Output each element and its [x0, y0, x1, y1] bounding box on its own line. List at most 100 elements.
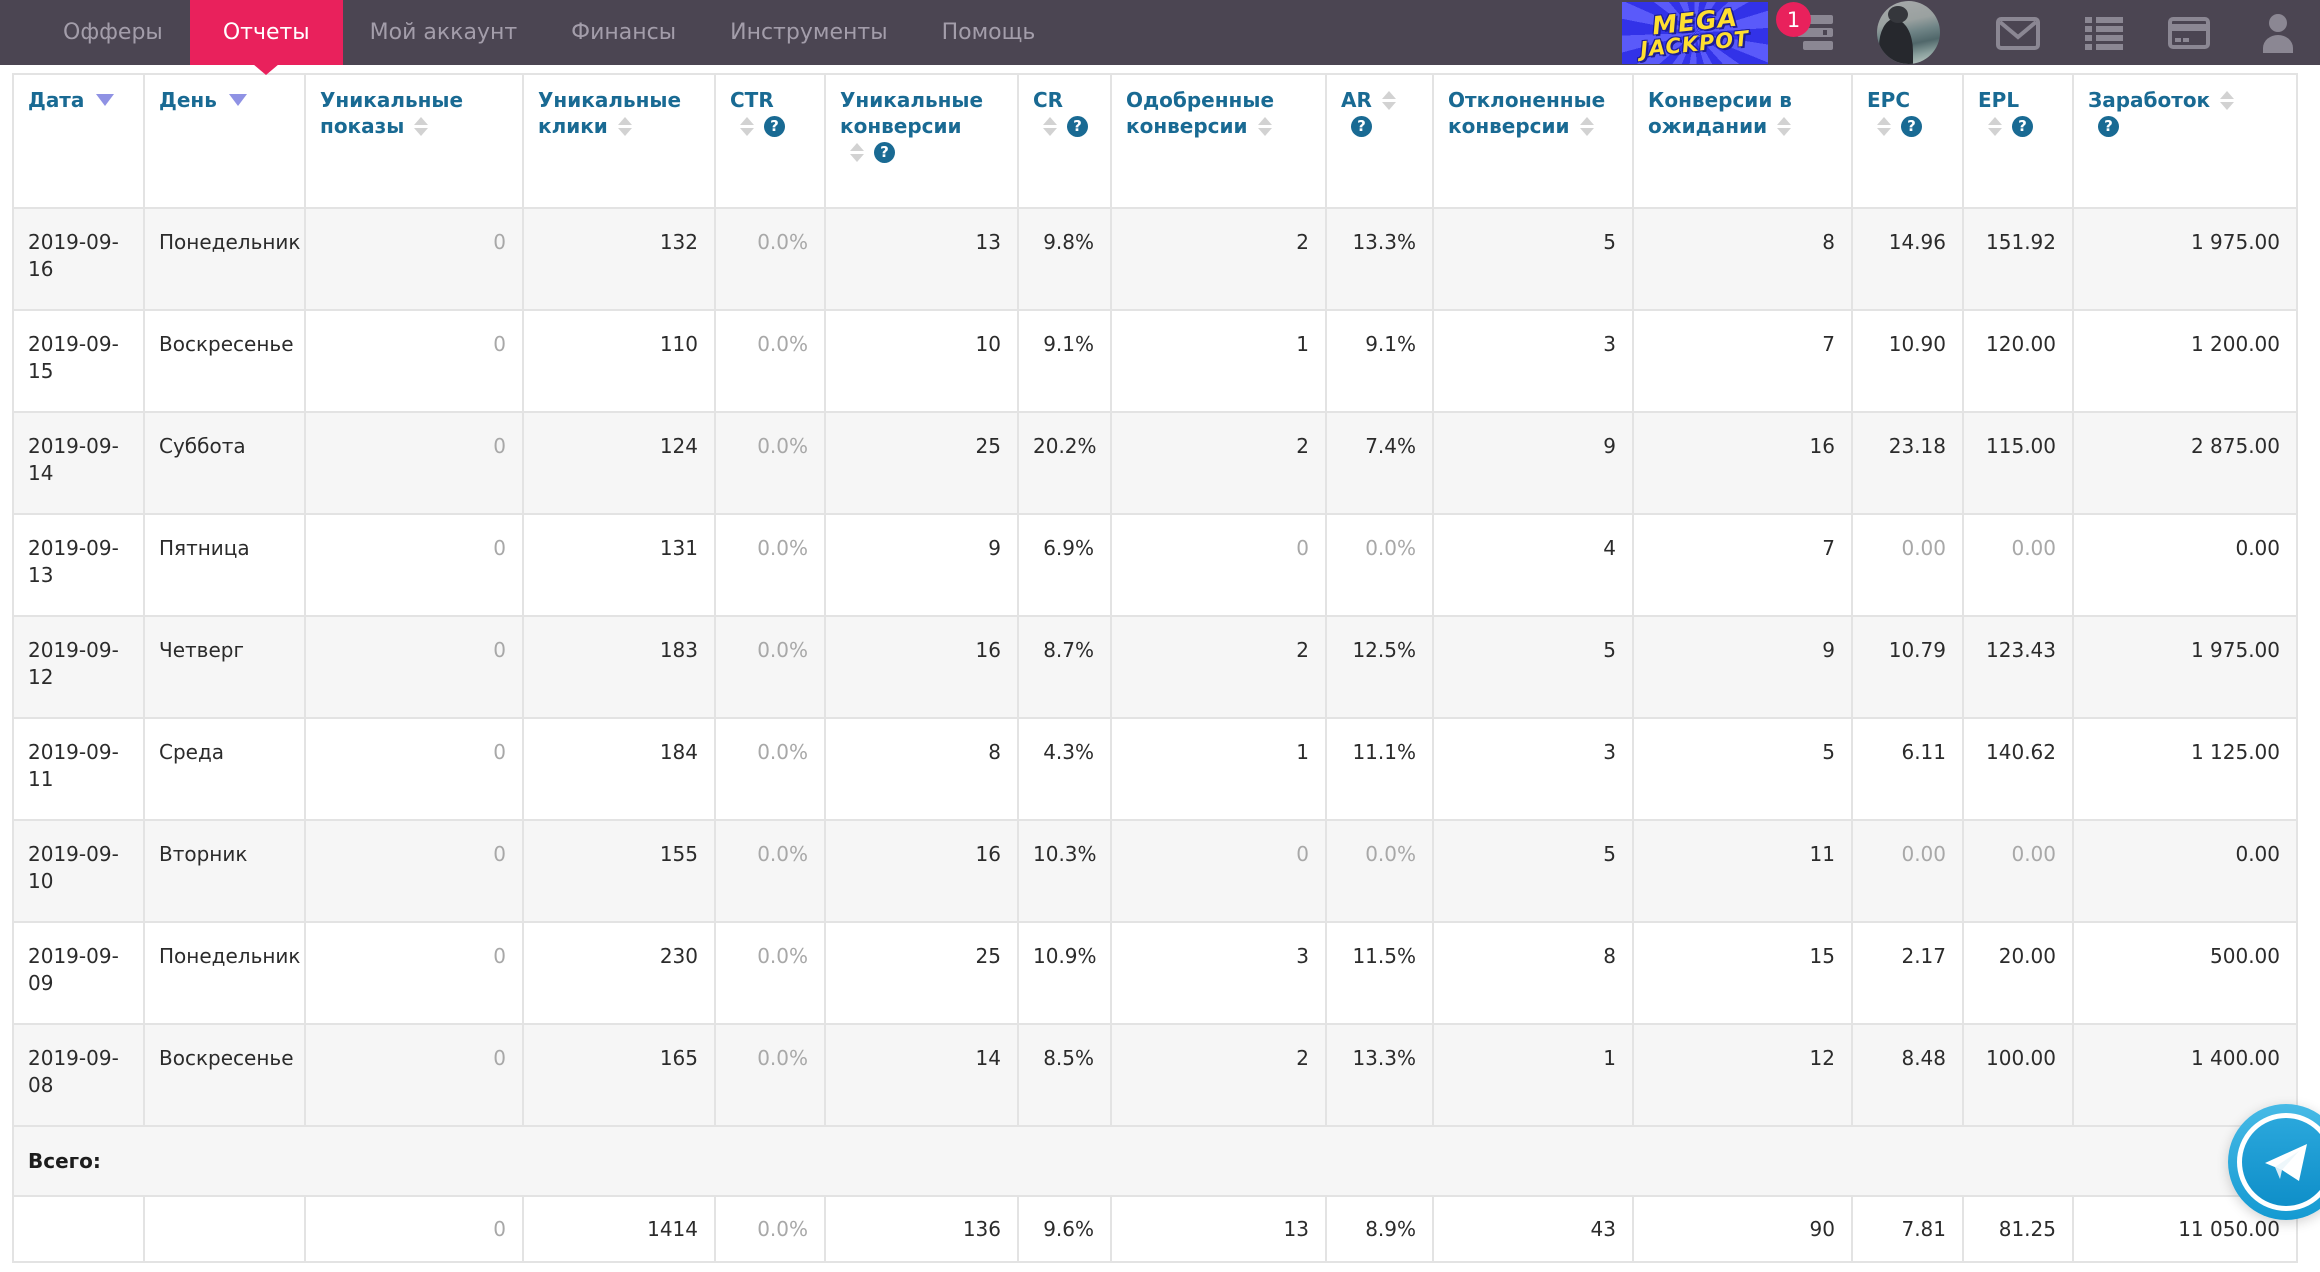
nav-tab-reports[interactable]: Отчеты	[189, 0, 343, 75]
cell-earnings: 1 125.00	[2072, 717, 2298, 821]
cell-unique-clicks: 1414	[522, 1195, 716, 1263]
cell-unique-conversions: 10	[824, 309, 1019, 413]
cell-ar: 13.3%	[1325, 207, 1434, 311]
column-header-unique-clicks[interactable]: Уникальные клики	[522, 73, 716, 209]
sort-up-arrow	[1777, 116, 1792, 125]
cell-ctr: 0.0%	[714, 309, 826, 413]
cell-epc: 10.79	[1851, 615, 1964, 719]
sort-icon	[414, 116, 429, 136]
column-title: конверсии	[840, 114, 962, 138]
cell-epl: 0.00	[1962, 819, 2074, 923]
column-header-ar[interactable]: AR?	[1325, 73, 1434, 209]
cell-pending-conversions: 9	[1632, 615, 1853, 719]
column-header-rejected-conversions[interactable]: Отклоненные конверсии	[1432, 73, 1634, 209]
column-header-unique-conversions[interactable]: Уникальные конверсии?	[824, 73, 1019, 209]
nav-tab-offers[interactable]: Офферы	[36, 0, 190, 65]
cell-approved-conversions: 13	[1110, 1195, 1327, 1263]
column-header-unique-impressions[interactable]: Уникальные показы	[304, 73, 524, 209]
cell-cr: 8.5%	[1017, 1023, 1112, 1127]
header-line: Заработок	[2088, 87, 2286, 113]
sort-up-arrow	[1579, 116, 1594, 125]
sort-up-arrow	[850, 142, 864, 151]
nav-tab-tools[interactable]: Инструменты	[703, 0, 914, 65]
column-title: конверсии	[1448, 114, 1570, 138]
help-icon[interactable]: ?	[2012, 115, 2033, 137]
header-line: ?	[730, 113, 814, 139]
cell-approved-conversions: 0	[1110, 819, 1327, 923]
sort-icon	[617, 116, 632, 136]
cell-unique-impressions: 0	[304, 615, 524, 719]
column-header-epl[interactable]: EPL?	[1962, 73, 2074, 209]
telegram-button[interactable]	[2228, 1104, 2320, 1220]
nav-tab-my-account[interactable]: Мой аккаунт	[343, 0, 545, 65]
cell-approved-conversions: 2	[1110, 1023, 1327, 1127]
cell-epc: 14.96	[1851, 207, 1964, 311]
mail-icon[interactable]	[1996, 17, 2040, 50]
help-icon[interactable]: ?	[2098, 115, 2119, 137]
column-header-ctr[interactable]: CTR?	[714, 73, 826, 209]
sort-icon	[1877, 116, 1891, 136]
cell-cr: 8.7%	[1017, 615, 1112, 719]
table-row: 2019-09-16 Понедельник 0 132 0.0% 13 9.8% 2 13.3…	[12, 207, 2298, 311]
cell-unique-conversions: 25	[824, 411, 1019, 515]
help-icon[interactable]: ?	[1901, 115, 1922, 137]
help-icon[interactable]: ?	[874, 141, 895, 163]
column-title: ожидании	[1648, 114, 1768, 138]
cell-rejected-conversions: 5	[1432, 615, 1634, 719]
cell-pending-conversions: 7	[1632, 513, 1853, 617]
sort-up-arrow	[617, 116, 632, 125]
column-header-date[interactable]: Дата	[12, 73, 145, 209]
cell-earnings: 0.00	[2072, 513, 2298, 617]
cell-day: Пятница	[143, 513, 306, 617]
sort-down-arrow	[1043, 127, 1057, 136]
help-icon[interactable]: ?	[1351, 115, 1372, 137]
column-title: Конверсии в	[1648, 88, 1792, 112]
cell-earnings: 500.00	[2072, 921, 2298, 1025]
notification-badge[interactable]: 1	[1776, 2, 1811, 37]
sort-up-arrow	[2220, 90, 2235, 99]
column-header-day[interactable]: День	[143, 73, 306, 209]
cell-unique-impressions: 0	[304, 309, 524, 413]
mega-jackpot-banner[interactable]: MEGA JACKPOT	[1622, 2, 1768, 64]
cell-epc: 0.00	[1851, 819, 1964, 923]
nav-tab-label: Офферы	[63, 20, 163, 45]
cell-cr: 6.9%	[1017, 513, 1112, 617]
sort-icon	[1381, 90, 1396, 110]
column-header-epc[interactable]: EPC?	[1851, 73, 1964, 209]
header-line: ?	[1033, 113, 1100, 139]
table-row: 2019-09-15 Воскресенье 0 110 0.0% 10 9.1% 1 9.1%…	[12, 309, 2298, 413]
nav-tab-label: Отчеты	[222, 20, 310, 45]
user-avatar[interactable]	[1877, 1, 1940, 64]
cell-epl: 123.43	[1962, 615, 2074, 719]
cell-epc: 0.00	[1851, 513, 1964, 617]
column-title: Уникальные	[538, 88, 682, 112]
cell-pending-conversions: 15	[1632, 921, 1853, 1025]
cell-epl: 100.00	[1962, 1023, 2074, 1127]
cell-date: 2019-09-09	[12, 921, 145, 1025]
column-header-approved-conversions[interactable]: Одобренные конверсии	[1110, 73, 1327, 209]
cell-unique-conversions: 16	[824, 615, 1019, 719]
cell-date: 2019-09-08	[12, 1023, 145, 1127]
column-header-cr[interactable]: CR?	[1017, 73, 1112, 209]
list-icon[interactable]	[2085, 16, 2123, 50]
user-icon[interactable]	[2260, 13, 2296, 53]
sort-up-arrow	[1043, 116, 1057, 125]
column-header-pending-conversions[interactable]: Конверсии в ожидании	[1632, 73, 1853, 209]
column-header-earnings[interactable]: Заработок?	[2072, 73, 2298, 209]
header-line: День	[159, 87, 294, 113]
help-icon[interactable]: ?	[1067, 115, 1088, 137]
cell-epc: 8.48	[1851, 1023, 1964, 1127]
nav-tab-help[interactable]: Помощь	[915, 0, 1063, 65]
sort-icon	[1043, 116, 1057, 136]
sort-up-arrow	[740, 116, 754, 125]
cell-epc: 7.81	[1851, 1195, 1964, 1263]
cell-ar: 0.0%	[1325, 819, 1434, 923]
sort-icon	[1988, 116, 2002, 136]
cell-date: 2019-09-15	[12, 309, 145, 413]
help-icon[interactable]: ?	[764, 115, 785, 137]
nav-tab-finances[interactable]: Финансы	[544, 0, 703, 65]
credit-card-icon[interactable]	[2168, 17, 2210, 49]
active-tab-pointer	[253, 64, 280, 75]
cell-rejected-conversions: 4	[1432, 513, 1634, 617]
sort-icon	[1579, 116, 1594, 136]
